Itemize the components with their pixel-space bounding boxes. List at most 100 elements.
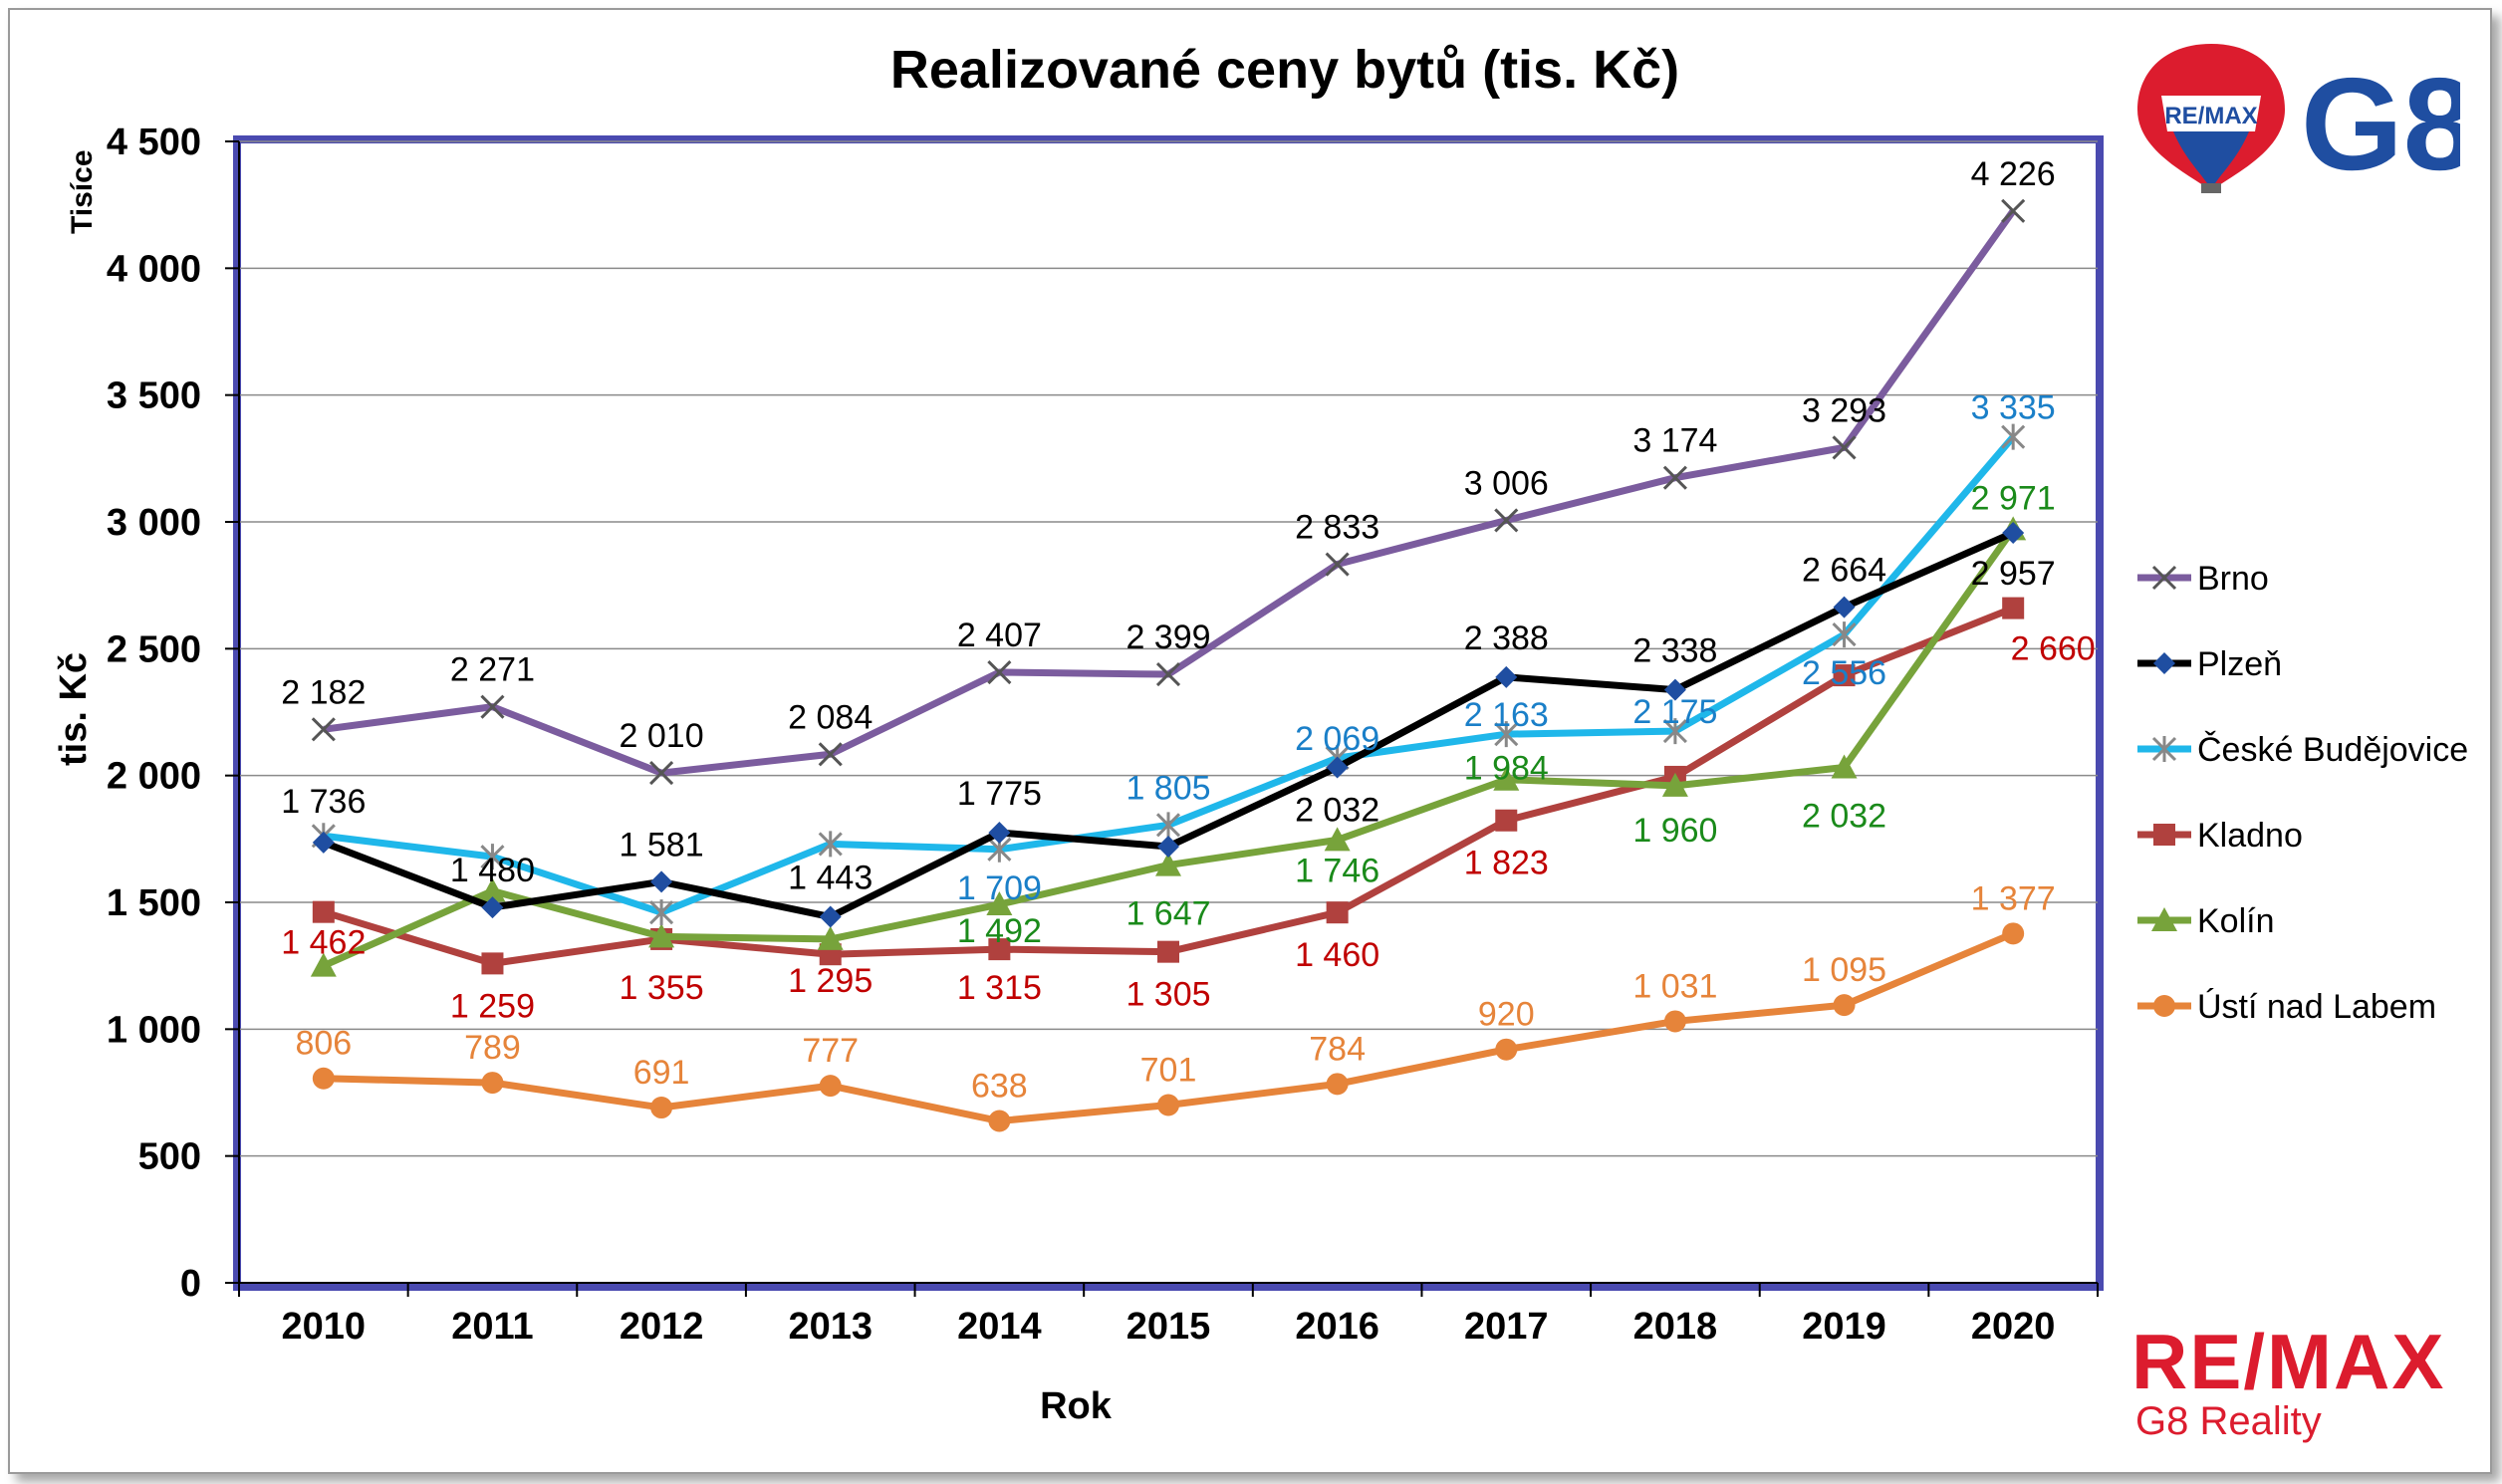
data-label: 1 443 xyxy=(788,860,873,897)
data-point xyxy=(819,905,842,928)
y-tick-label: 3 000 xyxy=(107,502,201,544)
data-label: 3 293 xyxy=(1802,391,1886,429)
data-label: 2 971 xyxy=(1971,479,2056,517)
y-tick-label: 2 500 xyxy=(107,628,201,670)
x-tick-labels: 2010 2011 2012 2013 2014 2015 2016 2017 2018 2019… xyxy=(282,1306,2056,1348)
data-point xyxy=(481,952,504,975)
x-tick-label: 2017 xyxy=(1464,1306,1549,1348)
data-point xyxy=(480,844,505,870)
legend: Brno Plzeň České Budějovice Kladno Kolín Ústí… xyxy=(2137,560,2468,1026)
series-Plzeň xyxy=(312,521,2025,928)
data-label: 1 960 xyxy=(1632,812,1717,850)
data-point xyxy=(1495,809,1518,832)
data-point xyxy=(1833,596,1856,618)
data-label: 2 833 xyxy=(1295,509,1379,547)
data-label: 1 259 xyxy=(450,987,535,1025)
y-tick-label: 2 000 xyxy=(107,756,201,798)
series-group xyxy=(310,198,2027,1132)
legend-label: Ústí nad Labem xyxy=(2197,988,2436,1026)
data-point xyxy=(986,891,1013,916)
data-label: 2 338 xyxy=(1632,632,1717,670)
data-label: 2 032 xyxy=(1295,792,1379,830)
y-axis-unit-label: Tisíce xyxy=(66,149,99,234)
data-point xyxy=(2002,597,2025,619)
legend-label: Kolín xyxy=(2197,902,2275,940)
legend-item: Brno xyxy=(2137,560,2269,598)
data-point xyxy=(818,831,843,858)
data-label: 2 163 xyxy=(1464,696,1549,734)
g8-reality-text: G8 Reality xyxy=(2135,1399,2322,1443)
data-point xyxy=(1832,621,1857,648)
legend-item: Kolín xyxy=(2137,902,2275,940)
data-point xyxy=(1494,508,1519,533)
y-tick-label: 3 500 xyxy=(107,375,201,417)
data-point xyxy=(2153,652,2175,674)
data-point xyxy=(649,761,674,786)
data-label: 920 xyxy=(1478,996,1535,1034)
data-label: 1 095 xyxy=(1802,951,1886,989)
data-label: 701 xyxy=(1140,1051,1197,1089)
data-point xyxy=(481,1072,504,1095)
data-label: 2 957 xyxy=(1971,555,2056,593)
data-point xyxy=(1663,678,1686,701)
data-label: 1 295 xyxy=(788,962,873,1000)
data-label: 2 069 xyxy=(1295,720,1379,758)
data-point xyxy=(1155,661,1181,687)
data-point xyxy=(481,896,504,919)
data-label: 1 775 xyxy=(957,775,1042,813)
data-point xyxy=(1155,812,1181,839)
data-point xyxy=(1495,665,1518,688)
data-point xyxy=(649,899,674,926)
g8-brand: G8 xyxy=(2301,51,2460,197)
data-point xyxy=(479,877,506,902)
data-label: 2 660 xyxy=(2011,630,2096,668)
data-point xyxy=(650,1097,673,1119)
data-label: 3 335 xyxy=(1971,389,2056,427)
data-label: 1 647 xyxy=(1126,895,1210,933)
data-point xyxy=(1326,901,1349,924)
data-point xyxy=(988,821,1011,844)
data-point xyxy=(2002,521,2025,544)
y-tick-label: 1 000 xyxy=(107,1009,201,1051)
data-point xyxy=(2151,907,2177,931)
data-point xyxy=(1833,994,1856,1017)
data-label: 1 709 xyxy=(957,869,1042,907)
data-label: 2 084 xyxy=(788,698,873,736)
x-tick-label: 2014 xyxy=(957,1306,1042,1348)
data-label: 2 664 xyxy=(1802,552,1886,590)
x-tick-label: 2010 xyxy=(282,1306,367,1348)
data-point xyxy=(310,952,337,977)
data-label: 806 xyxy=(295,1025,352,1063)
legend-item: Plzeň xyxy=(2137,645,2282,683)
data-point xyxy=(1493,766,1520,791)
data-point xyxy=(818,742,843,767)
data-label: 1 746 xyxy=(1295,852,1379,889)
data-label: 1 805 xyxy=(1126,769,1210,807)
legend-label: Plzeň xyxy=(2197,645,2282,683)
data-label: 789 xyxy=(464,1029,521,1067)
data-point xyxy=(2002,922,2025,945)
data-point xyxy=(817,925,844,950)
data-label: 2 032 xyxy=(1802,798,1886,836)
data-point xyxy=(987,659,1012,685)
data-point xyxy=(1326,1073,1349,1096)
data-label: 3 174 xyxy=(1632,422,1717,460)
data-point xyxy=(312,900,335,923)
data-label: 2 182 xyxy=(281,673,366,711)
data-point xyxy=(1157,1094,1179,1116)
data-label: 1 460 xyxy=(1295,936,1379,974)
legend-item: Ústí nad Labem xyxy=(2137,988,2436,1026)
x-axis-title: Rok xyxy=(1040,1385,1113,1427)
data-point xyxy=(1833,664,1856,687)
data-label: 1 480 xyxy=(450,852,535,889)
y-tick-label: 4 000 xyxy=(107,248,201,290)
legend-item: České Budějovice xyxy=(2137,731,2468,769)
data-point xyxy=(1324,827,1351,852)
data-point xyxy=(1157,940,1179,963)
y-tick-label: 4 500 xyxy=(107,122,201,163)
data-point xyxy=(1495,1038,1518,1061)
data-label: 2 399 xyxy=(1126,618,1210,656)
x-tick-label: 2020 xyxy=(1971,1306,2056,1348)
y-tick-labels: 0 500 1 000 1 500 2 000 2 500 3 000 3 500 4 000 4… xyxy=(107,122,201,1305)
data-label: 1 031 xyxy=(1632,967,1717,1005)
